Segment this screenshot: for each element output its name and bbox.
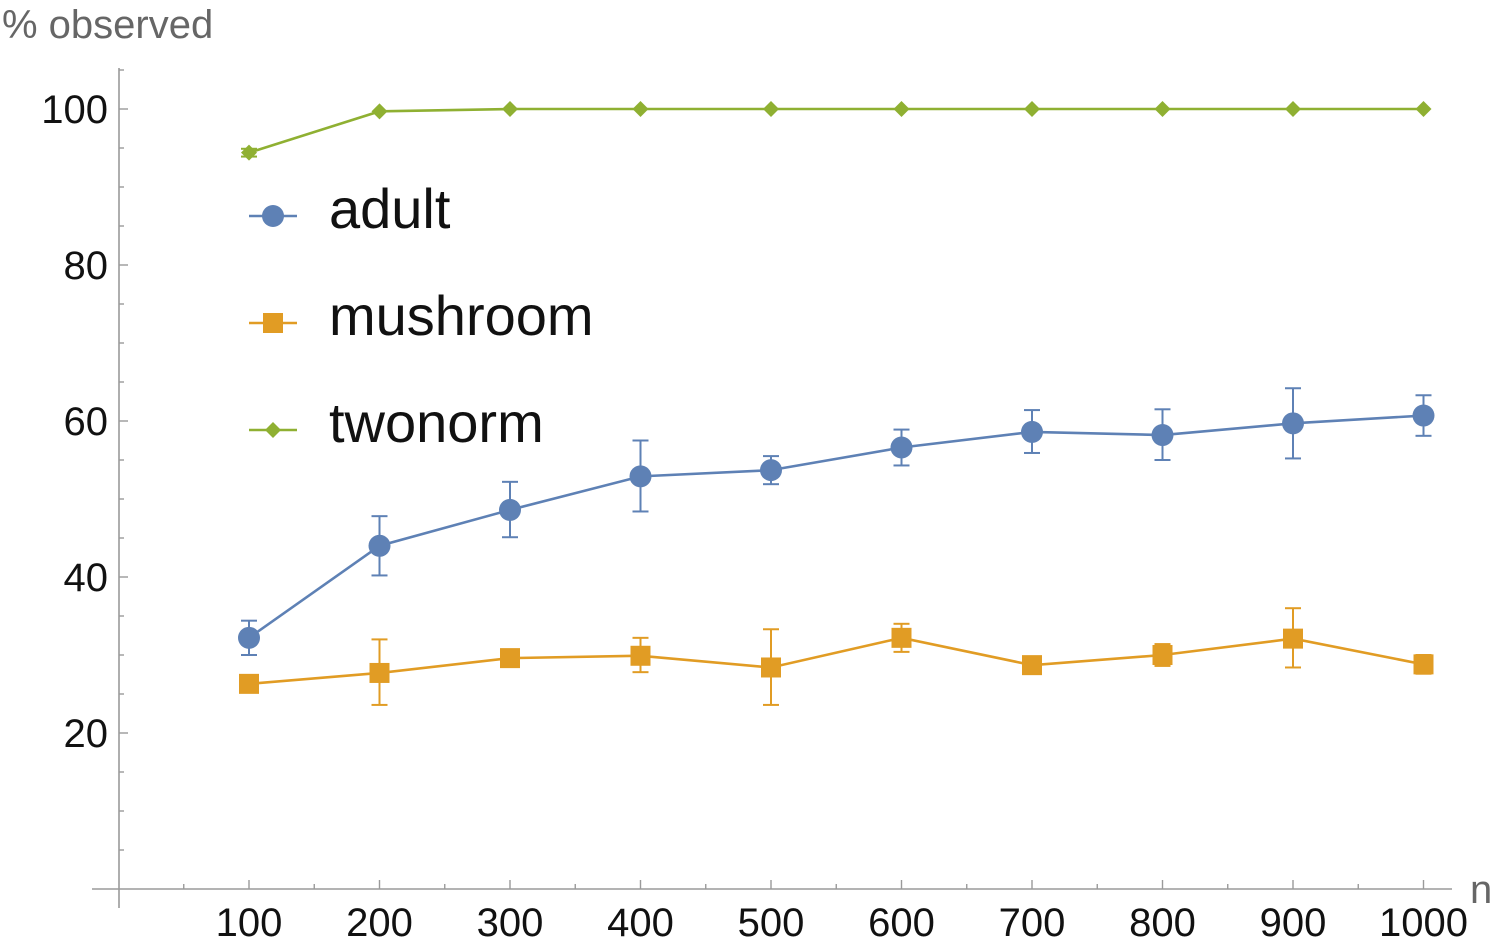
legend-item-adult: adult [249,177,451,240]
data-point-diamond [1154,101,1171,117]
data-point-square [1413,654,1434,675]
legend: adult mushroom twonorm [249,177,594,454]
data-point-circle [629,465,652,488]
data-point-square [630,645,651,666]
x-tick-label: 900 [1260,901,1327,945]
series-adult [238,387,1435,656]
data-point-circle [760,459,782,482]
y-tick-label: 100 [41,88,108,132]
data-point-diamond [1024,101,1040,117]
x-tick-label: 300 [477,901,544,945]
data-point-circle [499,498,521,521]
data-point-diamond [1415,101,1432,117]
x-tick-label: 400 [607,901,674,945]
data-point-square [1283,628,1303,649]
data-point-square [1022,655,1042,676]
x-tick-label: 500 [738,901,805,945]
data-point-circle [262,205,284,227]
data-point-square [761,657,781,678]
y-tick-label: 80 [64,244,109,288]
ticks: 20 40 60 80 100 100 200 300 400 500 600 700 800 900 10… [41,69,1468,945]
legend-label: adult [329,177,451,240]
legend-item-mushroom: mushroom [249,284,594,347]
series-line [248,107,1424,154]
data-point-circle [1282,412,1304,435]
series-layer [238,101,1435,706]
data-point-diamond [371,103,388,120]
series-twonorm [241,101,1432,161]
data-point-square [1152,645,1173,665]
x-tick-label: 100 [216,901,283,945]
x-tick-label: 1000 [1379,901,1468,945]
x-tick-label: 700 [999,901,1066,945]
data-point-circle [890,436,913,459]
data-point-diamond [1285,101,1301,117]
x-tick-label: 800 [1129,901,1196,945]
data-point-circle [368,534,391,557]
y-tick-label: 20 [64,712,109,756]
data-point-circle [238,626,260,649]
series-mushroom [239,607,1434,706]
data-point-diamond [632,101,649,117]
y-tick-label: 40 [64,556,109,600]
data-point-diamond [265,422,281,438]
data-point-circle [1021,420,1043,443]
data-point-circle [1151,424,1174,447]
data-point-diamond [241,144,257,161]
axes [92,68,1452,908]
data-point-diamond [502,101,518,117]
data-point-circle [1412,404,1435,427]
series-line [248,636,1424,686]
data-point-square [263,313,283,333]
x-axis-title: n [1470,868,1492,912]
data-point-square [891,627,912,648]
y-tick-label: 60 [64,400,109,444]
y-axis-title: % observed [2,3,213,47]
data-point-diamond [763,101,779,117]
x-tick-label: 600 [868,901,935,945]
legend-item-twonorm: twonorm [249,391,544,454]
data-point-square [239,673,259,694]
x-tick-label: 200 [346,901,413,945]
data-point-diamond [893,101,910,117]
data-point-square [369,662,390,683]
data-point-square [500,648,520,669]
legend-label: mushroom [329,284,594,347]
series-line [248,414,1424,639]
legend-label: twonorm [329,391,544,454]
